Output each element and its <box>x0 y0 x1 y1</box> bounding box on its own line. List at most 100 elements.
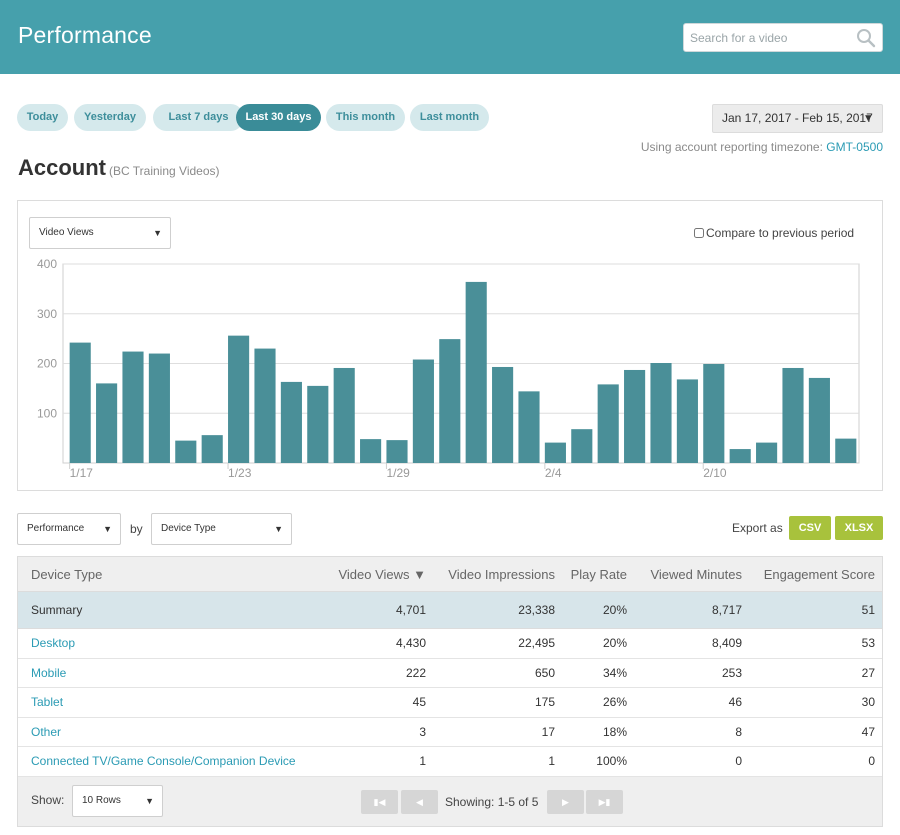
y-tick-label: 200 <box>37 357 57 371</box>
filter-yesterday[interactable]: Yesterday <box>74 104 146 131</box>
cell-video-impressions: 17 <box>541 724 555 739</box>
column-engagement-score[interactable]: Engagement Score <box>763 567 875 582</box>
by-label: by <box>130 522 143 536</box>
bar <box>122 351 144 463</box>
cell-video-views: 1 <box>419 754 426 768</box>
x-tick-label: 2/4 <box>545 466 562 480</box>
metric-select-value: Video Views <box>39 227 94 238</box>
chevron-down-icon: ▼ <box>863 113 873 124</box>
device-link-other[interactable]: Other <box>31 724 62 739</box>
previous-page-icon: ◀ <box>416 796 423 807</box>
cell-video-impressions: 1 <box>548 754 555 768</box>
bar <box>808 377 830 463</box>
rows-per-page-value: 10 Rows <box>82 794 121 806</box>
cell-video-impressions: 175 <box>534 695 555 709</box>
bar <box>676 379 698 463</box>
column-video-impressions[interactable]: Video Impressions <box>448 567 555 582</box>
search-icon[interactable] <box>856 28 876 48</box>
device-type-table: Device Type Video Views ▼ Video Impressi… <box>17 556 883 827</box>
search-input[interactable] <box>690 28 850 48</box>
cell-viewed-minutes: 8 <box>735 724 742 739</box>
bar <box>254 348 276 463</box>
previous-page-button[interactable]: ◀ <box>401 789 438 814</box>
chevron-down-icon: ▼ <box>153 228 162 238</box>
compare-checkbox[interactable] <box>694 228 704 238</box>
cell-play-rate: 26% <box>602 695 627 709</box>
filter-last-7-days[interactable]: Last 7 days <box>153 104 244 131</box>
bar <box>465 281 487 463</box>
bar <box>360 439 382 463</box>
bar <box>492 366 514 463</box>
chevron-down-icon: ▼ <box>103 524 112 534</box>
bar <box>386 440 408 463</box>
chevron-down-icon: ▼ <box>274 524 283 534</box>
chevron-down-icon: ▼ <box>145 795 154 806</box>
cell-play-rate: 34% <box>602 665 627 680</box>
x-tick-label: 1/17 <box>70 466 94 480</box>
first-page-button[interactable]: ▮◀ <box>361 789 398 814</box>
cell-video-impressions: 22,495 <box>518 636 555 650</box>
table-row: Tablet 45 175 26% 46 30 <box>18 688 882 718</box>
next-page-icon: ▶ <box>562 796 569 807</box>
first-page-icon: ▮◀ <box>373 796 386 807</box>
column-play-rate[interactable]: Play Rate <box>570 567 627 582</box>
summary-video-views: 4,701 <box>395 603 426 617</box>
timezone-link[interactable]: GMT-0500 <box>826 140 883 154</box>
rows-per-page-select[interactable]: 10 Rows ▼ <box>72 784 163 817</box>
table-footer: Show: 10 Rows ▼ ▮◀ ◀ Showing: 1-5 of 5 ▶… <box>18 776 882 826</box>
filter-last-month[interactable]: Last month <box>410 104 489 131</box>
bar <box>518 391 540 463</box>
x-tick-label: 2/10 <box>703 466 727 480</box>
summary-play-rate: 20% <box>602 603 627 617</box>
cell-video-views: 3 <box>419 724 426 739</box>
export-csv-button[interactable]: CSV <box>789 516 831 540</box>
cell-video-views: 45 <box>412 695 426 709</box>
account-title: Account <box>18 155 106 180</box>
date-range-picker[interactable]: Jan 17, 2017 - Feb 15, 2017 ▼ <box>712 104 883 133</box>
report-select-value: Performance <box>27 523 85 534</box>
show-label: Show: <box>31 792 65 807</box>
summary-video-impressions: 23,338 <box>518 603 555 617</box>
export-xlsx-button[interactable]: XLSX <box>835 516 883 540</box>
column-viewed-minutes[interactable]: Viewed Minutes <box>650 567 742 582</box>
chart-panel: Video Views ▼ Compare to previous period… <box>17 200 883 491</box>
cell-video-views: 222 <box>405 665 426 680</box>
summary-viewed-minutes: 8,717 <box>711 603 742 617</box>
filter-today[interactable]: Today <box>17 104 68 131</box>
filter-this-month[interactable]: This month <box>326 104 405 131</box>
last-page-button[interactable]: ▶▮ <box>586 789 623 814</box>
column-device-type[interactable]: Device Type <box>31 567 103 582</box>
cell-play-rate: 20% <box>602 636 627 650</box>
y-tick-label: 300 <box>37 307 57 321</box>
metric-select[interactable]: Video Views ▼ <box>29 217 171 249</box>
device-link-desktop[interactable]: Desktop <box>31 636 76 650</box>
cell-viewed-minutes: 46 <box>728 695 742 709</box>
cell-viewed-minutes: 0 <box>735 754 742 768</box>
timezone-note: Using account reporting timezone: GMT-05… <box>641 140 883 154</box>
cell-engagement-score: 0 <box>868 754 875 768</box>
bar <box>148 353 170 463</box>
table-row: Desktop 4,430 22,495 20% 8,409 53 <box>18 629 882 659</box>
cell-play-rate: 100% <box>596 754 627 768</box>
next-page-button[interactable]: ▶ <box>547 789 584 814</box>
column-video-views[interactable]: Video Views ▼ <box>338 567 426 582</box>
search-box[interactable] <box>683 23 883 52</box>
report-select[interactable]: Performance ▼ <box>17 513 121 545</box>
cell-video-impressions: 650 <box>534 665 555 680</box>
table-row: Mobile 222 650 34% 253 27 <box>18 658 882 688</box>
cell-viewed-minutes: 253 <box>721 665 742 680</box>
compare-toggle[interactable]: Compare to previous period <box>694 226 854 240</box>
bar <box>201 435 223 463</box>
device-link-connected-tv[interactable]: Connected TV/Game Console/Companion Devi… <box>31 754 296 768</box>
page-title: Performance <box>18 22 152 48</box>
bar <box>835 438 857 463</box>
cell-engagement-score: 30 <box>861 695 875 709</box>
bar <box>412 359 434 463</box>
dimension-select[interactable]: Device Type ▼ <box>151 513 292 545</box>
device-link-tablet[interactable]: Tablet <box>31 695 64 709</box>
filter-last-30-days[interactable]: Last 30 days <box>236 104 321 131</box>
bar <box>69 342 91 463</box>
bar <box>756 442 778 463</box>
summary-engagement-score: 51 <box>861 603 875 617</box>
device-link-mobile[interactable]: Mobile <box>31 665 67 680</box>
